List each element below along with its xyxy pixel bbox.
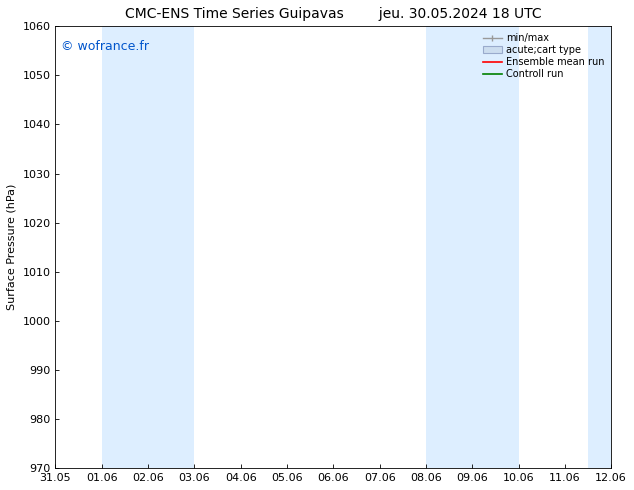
Legend: min/max, acute;cart type, Ensemble mean run, Controll run: min/max, acute;cart type, Ensemble mean … <box>479 29 608 83</box>
Text: © wofrance.fr: © wofrance.fr <box>61 40 149 52</box>
Title: CMC-ENS Time Series Guipavas        jeu. 30.05.2024 18 UTC: CMC-ENS Time Series Guipavas jeu. 30.05.… <box>125 7 541 21</box>
Bar <box>426 26 519 468</box>
Bar <box>588 26 611 468</box>
Bar <box>102 26 195 468</box>
Y-axis label: Surface Pressure (hPa): Surface Pressure (hPa) <box>7 184 17 311</box>
